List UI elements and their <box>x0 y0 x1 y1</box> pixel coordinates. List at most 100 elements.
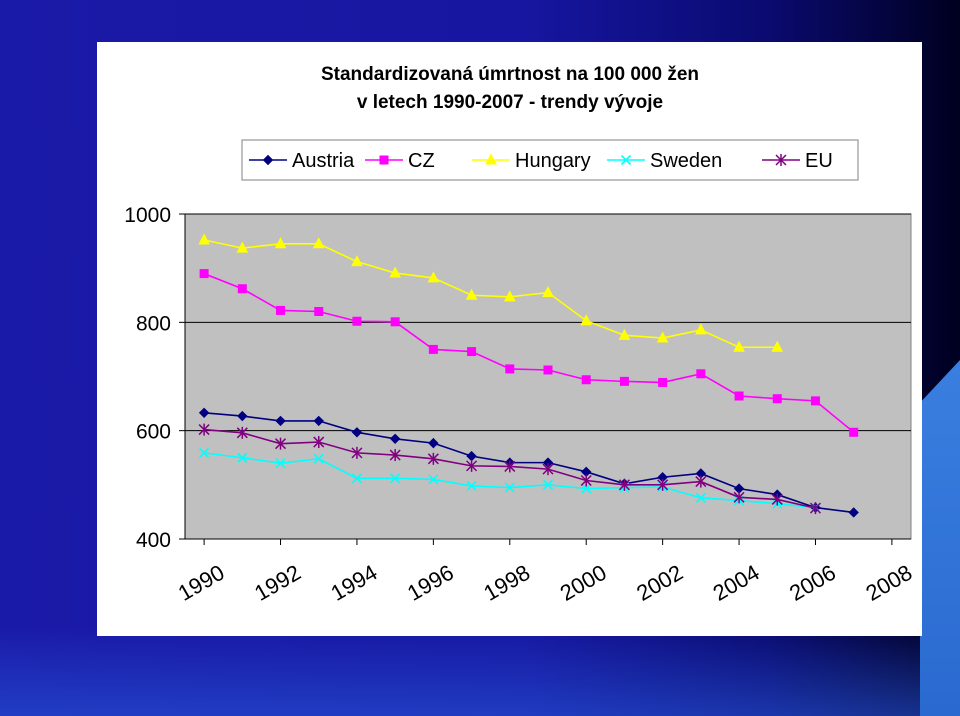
point-eu-2005 <box>771 493 783 506</box>
legend-marker-hungary <box>485 153 497 165</box>
point-hungary-2005 <box>771 340 784 352</box>
legend-label-eu: EU <box>805 150 833 172</box>
point-sweden-1997 <box>466 480 477 491</box>
ytick-label-0: 400 <box>136 529 171 552</box>
point-hungary-2001 <box>618 328 631 340</box>
point-cz-1992 <box>276 305 286 315</box>
legend-label-cz: CZ <box>408 150 435 172</box>
point-cz-1995 <box>390 317 400 327</box>
point-sweden-1999 <box>542 479 554 490</box>
point-cz-1997 <box>467 347 477 357</box>
point-cz-2004 <box>734 391 744 401</box>
chart-subtitle: v letech 1990-2007 - trendy vývoje <box>357 92 663 113</box>
point-sweden-2000 <box>581 483 592 494</box>
legend-box <box>241 139 859 181</box>
point-cz-2005 <box>772 394 782 404</box>
series-eu <box>198 423 822 515</box>
point-hungary-1996 <box>427 271 440 283</box>
point-cz-2007 <box>849 427 859 437</box>
point-cz-2006 <box>810 396 820 406</box>
xtick-label-0: 1990 <box>174 560 229 606</box>
point-hungary-1995 <box>389 266 401 278</box>
series-line-austria <box>204 411 854 514</box>
point-austria-1992 <box>275 415 286 427</box>
point-hungary-2003 <box>695 323 707 335</box>
point-cz-1996 <box>428 344 438 354</box>
plot-area <box>184 213 912 540</box>
point-eu-1993 <box>313 436 325 449</box>
point-hungary-2000 <box>580 314 593 326</box>
point-eu-1995 <box>389 449 401 462</box>
point-eu-2006 <box>809 502 822 515</box>
ytick-label-2: 800 <box>136 312 171 335</box>
slide-accent-right <box>920 360 960 716</box>
point-cz-1999 <box>543 365 553 375</box>
point-sweden-1996 <box>428 474 439 485</box>
point-cz-1991 <box>237 284 247 294</box>
xtick-label-5: 2000 <box>556 560 611 606</box>
point-eu-2001 <box>618 478 630 491</box>
point-hungary-1990 <box>198 233 210 245</box>
point-hungary-2004 <box>733 340 745 352</box>
point-hungary-1997 <box>465 288 478 300</box>
point-sweden-1990 <box>199 447 210 458</box>
legend-item-cz: CZ <box>365 150 435 172</box>
point-austria-1995 <box>389 433 401 444</box>
point-eu-1990 <box>198 423 210 436</box>
point-eu-1994 <box>351 446 363 459</box>
legend-item-sweden: Sweden <box>607 150 722 172</box>
point-austria-2007 <box>848 507 859 518</box>
point-cz-2001 <box>619 376 629 386</box>
xtick-label-7: 2004 <box>709 560 764 606</box>
xtick-label-8: 2006 <box>785 560 840 606</box>
point-sweden-1993 <box>313 453 324 464</box>
point-austria-1996 <box>428 437 439 449</box>
ytick-label-1: 600 <box>136 421 171 444</box>
xtick-label-3: 1996 <box>403 560 458 606</box>
point-austria-1991 <box>237 410 248 422</box>
point-austria-1990 <box>198 407 210 418</box>
point-eu-1998 <box>504 460 516 473</box>
point-cz-1993 <box>314 307 324 316</box>
legend-marker-sweden <box>620 154 632 166</box>
point-hungary-1994 <box>351 255 363 267</box>
series-layer <box>198 233 859 518</box>
point-cz-2000 <box>581 375 591 385</box>
point-sweden-1991 <box>237 452 248 463</box>
xtick-label-4: 1998 <box>479 560 534 606</box>
point-cz-1994 <box>352 316 362 326</box>
line-chart: Standardizovaná úmrtnost na 100 000 žen … <box>124 64 916 606</box>
legend-item-hungary: Hungary <box>472 150 591 172</box>
legend-label-sweden: Sweden <box>650 150 722 172</box>
point-austria-1994 <box>351 427 363 438</box>
point-hungary-2002 <box>656 331 669 343</box>
point-eu-2003 <box>695 475 707 488</box>
point-eu-1991 <box>236 426 248 439</box>
legend-marker-austria <box>262 154 274 166</box>
point-hungary-1991 <box>236 241 249 253</box>
xtick-label-1: 1992 <box>250 560 305 606</box>
series-hungary <box>198 233 784 352</box>
point-eu-1997 <box>466 459 478 472</box>
point-eu-1999 <box>542 463 554 476</box>
legend-item-eu: EU <box>762 150 833 172</box>
series-line-cz <box>203 272 855 433</box>
point-hungary-1999 <box>542 285 554 298</box>
legend-label-austria: Austria <box>292 150 355 172</box>
series-cz <box>199 269 859 437</box>
point-sweden-1998 <box>504 482 515 493</box>
gridlines <box>185 213 911 432</box>
chart-legend: Austria CZ Hungary Sweden EU <box>241 139 859 181</box>
point-sweden-1994 <box>351 473 363 484</box>
point-sweden-1995 <box>390 473 401 484</box>
xtick-label-2: 1994 <box>327 560 382 606</box>
point-eu-1992 <box>274 437 287 450</box>
ytick-label-3: 1000 <box>124 204 171 227</box>
chart-title: Standardizovaná úmrtnost na 100 000 žen <box>321 64 699 85</box>
slide-accent-bottom <box>0 626 960 716</box>
legend-marker-cz <box>379 155 389 165</box>
point-eu-2004 <box>733 491 745 504</box>
point-cz-2003 <box>696 369 706 379</box>
legend-marker-eu <box>775 154 787 166</box>
series-line-hungary <box>203 239 778 349</box>
